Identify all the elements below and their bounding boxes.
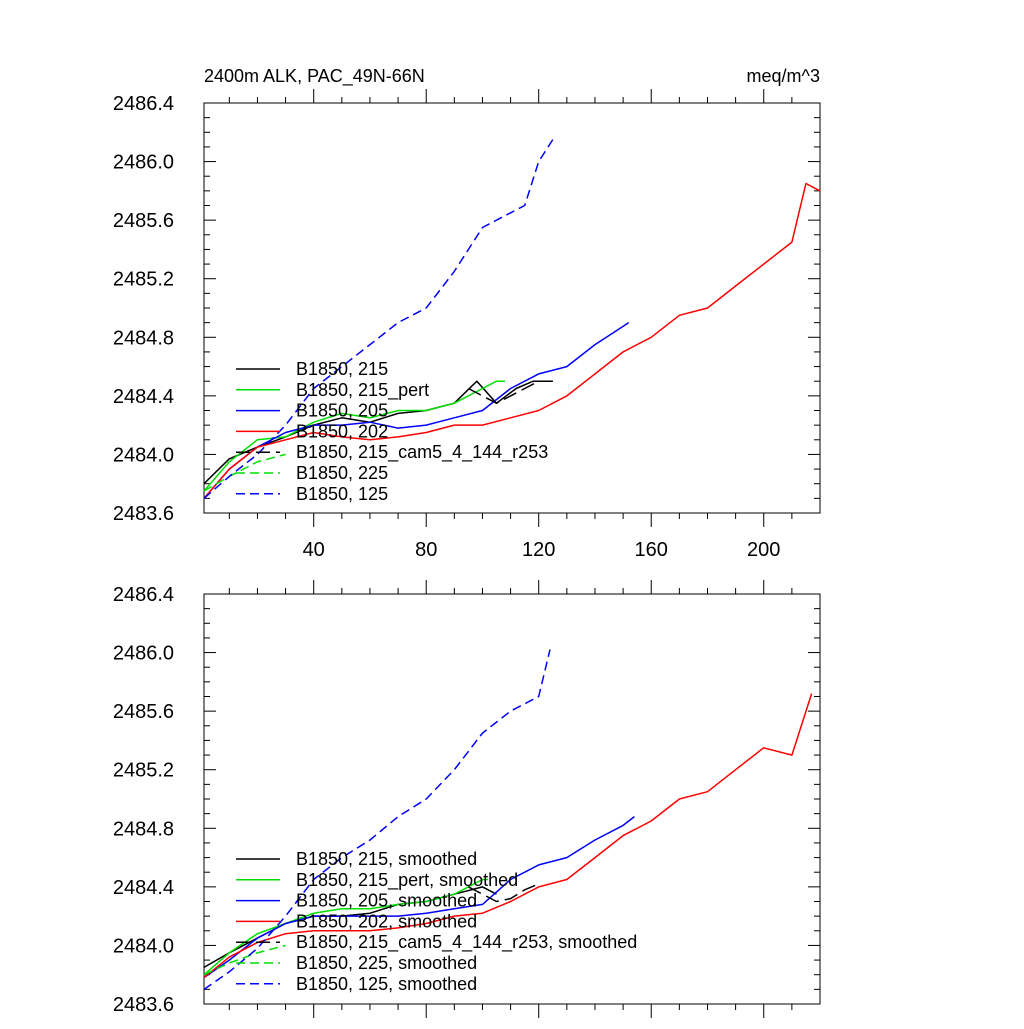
series-line-0 — [203, 380, 553, 485]
legend-label: B1850, 215_pert — [296, 380, 429, 401]
x-tick-label: 40 — [303, 539, 325, 561]
x-tick-label: 120 — [522, 539, 555, 561]
series-line-2 — [203, 816, 635, 979]
legend-label: B1850, 215 — [296, 359, 388, 379]
y-tick-label: 2484.0 — [113, 935, 174, 957]
series-line-6 — [203, 139, 554, 499]
legend-label: B1850, 125 — [296, 484, 388, 504]
series-line-3 — [203, 693, 813, 979]
legend-label: B1850, 225, smoothed — [296, 953, 477, 973]
x-tick-label: 80 — [415, 539, 437, 561]
legend-label: B1850, 215_pert, smoothed — [296, 870, 518, 891]
legend-label: B1850, 215_cam5_4_144_r253 — [296, 442, 548, 463]
series-line-0 — [203, 886, 497, 969]
x-tick-label: 160 — [635, 539, 668, 561]
x-axis — [228, 580, 793, 1018]
legend-label: B1850, 205 — [296, 401, 388, 421]
legend-label: B1850, 215, smoothed — [296, 849, 477, 869]
y-tick-label: 2484.4 — [113, 386, 174, 408]
y-tick-label: 2484.8 — [113, 818, 174, 840]
series-line-5 — [203, 453, 286, 492]
legend-label: B1850, 205, smoothed — [296, 891, 477, 911]
panel-units: meq/m^3 — [747, 66, 820, 86]
x-tick-label: 200 — [747, 539, 780, 561]
legend-label: B1850, 202 — [296, 421, 388, 441]
series-line-4 — [468, 380, 553, 404]
y-tick-label: 2486.0 — [113, 152, 174, 174]
y-tick-label: 2485.2 — [113, 760, 174, 782]
series-line-3 — [203, 182, 821, 499]
series-line-4 — [468, 883, 539, 903]
y-axis: 2483.6 2484.0 2484.4 2484.8 2485.2 2485.6 2486… — [113, 93, 820, 525]
y-tick-label: 2485.2 — [113, 269, 174, 291]
series-line-1 — [203, 878, 489, 976]
legend-label: B1850, 202, smoothed — [296, 911, 477, 931]
panel-title: 2400m ALK, PAC_49N-66N — [204, 66, 425, 87]
y-tick-label: 2486.0 — [113, 643, 174, 665]
y-tick-label: 2483.6 — [113, 503, 174, 525]
series-line-5 — [203, 944, 286, 976]
panel-top: 2400m ALK, PAC_49N-66N meq/m^3 2483.6248… — [113, 66, 821, 561]
legend-label: B1850, 125, smoothed — [296, 974, 477, 994]
series-line-2 — [203, 321, 630, 499]
legend-label: B1850, 225 — [296, 463, 388, 483]
y-tick-label: 2483.6 — [113, 994, 174, 1016]
y-tick-label: 2484.0 — [113, 444, 174, 466]
y-tick-label: 2485.6 — [113, 210, 174, 232]
series-line-6 — [203, 649, 551, 991]
series-layer — [203, 139, 821, 499]
y-tick-label: 2484.8 — [113, 327, 174, 349]
legend-label: B1850, 215_cam5_4_144_r253, smoothed — [296, 932, 637, 953]
y-tick-label: 2486.4 — [113, 584, 174, 606]
y-tick-label: 2486.4 — [113, 93, 174, 115]
y-tick-label: 2485.6 — [113, 701, 174, 723]
series-line-1 — [203, 380, 505, 492]
series-layer — [203, 649, 813, 991]
y-tick-label: 2484.4 — [113, 877, 174, 899]
panel-bottom: 2483.6 2484.0 2484.4 2484.8 2485.2 2485.6 2486… — [113, 580, 821, 1018]
x-axis: 40 80 120 160 200 — [228, 89, 793, 561]
